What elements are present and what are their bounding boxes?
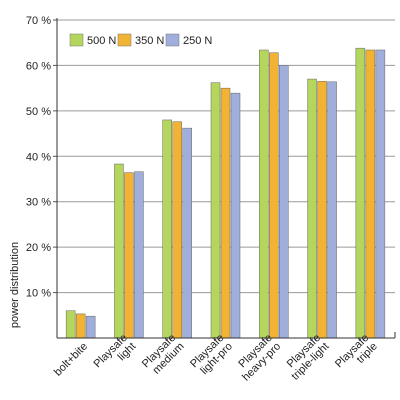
- bar-250n: [230, 92, 241, 339]
- bar-250n: [182, 127, 192, 339]
- bar-350n: [124, 172, 134, 339]
- bar-500n: [307, 78, 317, 339]
- bar-250n: [327, 81, 337, 339]
- legend-label: 350 N: [135, 35, 164, 47]
- x-category-label: bolt+bite: [52, 340, 90, 378]
- bar-500n: [259, 49, 269, 339]
- bar-250n: [134, 171, 144, 339]
- y-tick-labels: 10 % 20 % 30 % 40 % 50 % 60 % 70 %: [26, 15, 51, 300]
- bar-350n: [365, 49, 376, 339]
- bar-350n: [172, 121, 182, 339]
- bar-350n: [269, 52, 279, 339]
- y-tick-label: 20 %: [26, 242, 51, 254]
- x-category-label-line: bolt+bite: [52, 340, 90, 378]
- bars: [65, 47, 386, 339]
- bar-250n: [85, 315, 96, 339]
- bar-250n: [375, 49, 386, 339]
- bar-500n: [210, 82, 221, 339]
- axes: [53, 18, 396, 339]
- legend-label: 250 N: [183, 35, 212, 47]
- legend: 500 N 350 N 250 N: [69, 33, 212, 47]
- bar-500n: [355, 47, 366, 339]
- bar-350n: [317, 81, 327, 339]
- y-tick-label: 70 %: [26, 15, 51, 27]
- bar-500n: [162, 119, 172, 339]
- bar-350n: [220, 87, 231, 339]
- y-tick-label: 40 %: [26, 151, 51, 163]
- y-tick-label: 30 %: [26, 197, 51, 209]
- y-tick-label: 10 %: [26, 288, 51, 300]
- legend-swatch: [165, 33, 180, 47]
- legend-swatch: [117, 33, 132, 47]
- y-tick-label: 50 %: [26, 106, 51, 118]
- y-tick-label: 60 %: [26, 60, 51, 72]
- legend-label: 500 N: [87, 35, 116, 47]
- legend-swatch: [69, 33, 84, 47]
- bar-500n: [65, 310, 76, 339]
- y-axis-title: power distribution: [9, 242, 21, 328]
- bar-500n: [114, 163, 124, 339]
- bar-250n: [279, 65, 289, 339]
- bar-350n: [75, 313, 86, 339]
